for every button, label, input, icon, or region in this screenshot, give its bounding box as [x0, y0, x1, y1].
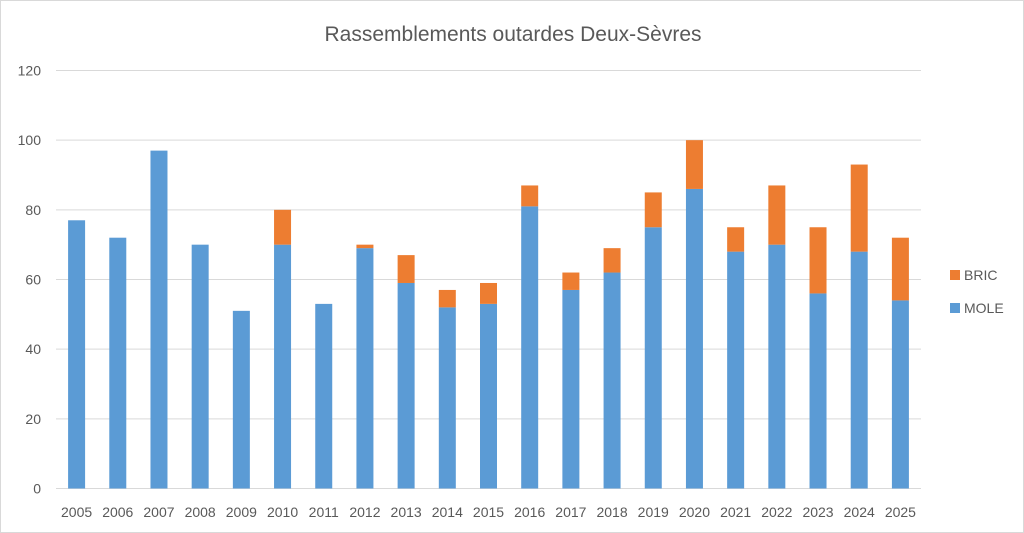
y-tick-label: 120	[18, 63, 42, 79]
bar-bric-2018	[603, 248, 621, 273]
legend-label-bric: BRIC	[964, 267, 997, 283]
bar-bric-2024	[850, 164, 868, 252]
bar-mole-2006	[109, 237, 127, 489]
bar-mole-2013	[397, 282, 415, 489]
x-tick-label: 2014	[432, 504, 463, 520]
bar-mole-2021	[727, 251, 745, 489]
bar-mole-2008	[191, 244, 209, 489]
bar-bric-2013	[397, 255, 415, 283]
x-tick-label: 2016	[514, 504, 545, 520]
bar-mole-2022	[768, 244, 786, 489]
bars	[68, 140, 909, 489]
bar-mole-2005	[68, 220, 86, 489]
y-tick-label: 40	[25, 341, 41, 357]
bar-mole-2020	[685, 188, 703, 489]
chart-title: Rassemblements outardes Deux-Sèvres	[325, 23, 702, 46]
bar-bric-2015	[480, 282, 497, 304]
x-tick-label: 2010	[267, 504, 298, 520]
y-tick-label: 80	[25, 202, 41, 218]
bar-bric-2014	[438, 289, 456, 308]
x-tick-label: 2005	[61, 504, 92, 520]
bar-bric-2010	[274, 209, 292, 245]
legend: BRIC MOLE	[950, 267, 1004, 316]
bar-bric-2012	[356, 244, 374, 249]
x-tick-label: 2006	[102, 504, 133, 520]
y-tick-label: 100	[18, 132, 42, 148]
x-tick-label: 2007	[143, 504, 174, 520]
y-tick-label: 20	[25, 411, 41, 427]
bar-mole-2024	[850, 251, 868, 489]
x-tick-label: 2023	[802, 504, 833, 520]
legend-swatch-bric	[950, 270, 960, 280]
bar-mole-2009	[232, 310, 250, 489]
bar-bric-2021	[727, 227, 745, 252]
bar-bric-2020	[685, 140, 703, 189]
x-tick-label: 2008	[185, 504, 216, 520]
x-tick-label: 2022	[761, 504, 792, 520]
x-tick-label: 2017	[555, 504, 586, 520]
x-tick-label: 2019	[638, 504, 669, 520]
bar-mole-2025	[891, 300, 909, 489]
x-tick-label: 2018	[596, 504, 627, 520]
x-tick-label: 2012	[349, 504, 380, 520]
x-tick-label: 2009	[226, 504, 257, 520]
bar-bric-2022	[768, 185, 786, 245]
y-tick-label: 0	[33, 481, 41, 497]
y-tick-label: 60	[25, 272, 41, 288]
legend-swatch-mole	[950, 303, 960, 313]
bar-mole-2010	[274, 244, 292, 489]
bar-mole-2017	[562, 289, 580, 489]
bar-mole-2014	[438, 307, 456, 489]
bar-mole-2019	[644, 227, 662, 489]
bar-mole-2012	[356, 248, 374, 489]
legend-label-mole: MOLE	[964, 300, 1004, 316]
x-tick-label: 2013	[391, 504, 422, 520]
bar-bric-2016	[521, 185, 539, 207]
bar-mole-2011	[315, 303, 333, 489]
bar-mole-2007	[150, 150, 168, 489]
bar-bric-2023	[809, 227, 827, 294]
bar-bric-2025	[891, 237, 909, 301]
bar-bric-2019	[644, 192, 662, 228]
bar-mole-2023	[809, 293, 827, 489]
x-tick-label: 2015	[473, 504, 504, 520]
x-tick-label: 2021	[720, 504, 751, 520]
y-axis: 0 20 40 60 80 100 120	[18, 63, 42, 497]
x-tick-label: 2011	[309, 504, 339, 520]
bar-bric-2017	[562, 272, 580, 290]
x-tick-label: 2020	[679, 504, 710, 520]
x-tick-label: 2024	[844, 504, 875, 520]
bar-mole-2016	[521, 206, 539, 489]
bar-mole-2015	[480, 303, 497, 489]
bar-mole-2018	[603, 272, 621, 489]
x-axis: 2005 2006 2007 2008 2009 2010 2011 2012 2013 2014…	[61, 504, 916, 520]
x-tick-label: 2025	[885, 504, 916, 520]
